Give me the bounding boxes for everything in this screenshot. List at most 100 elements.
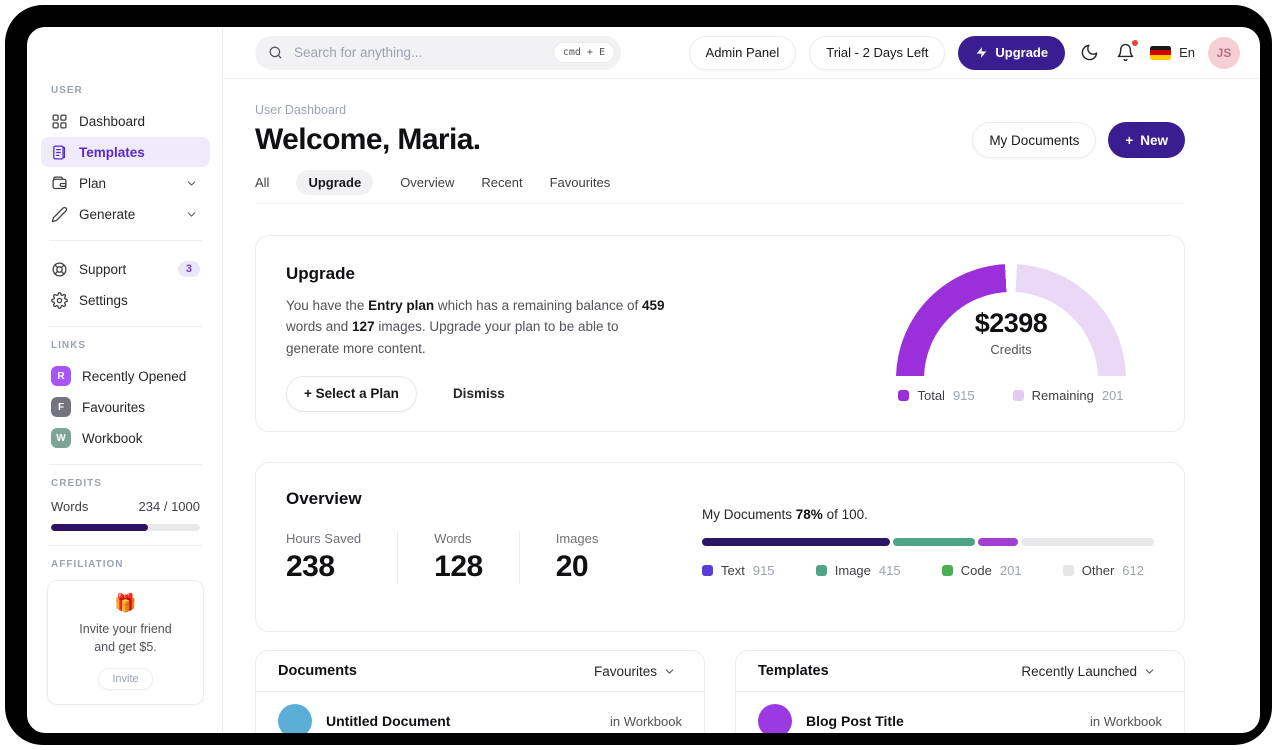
sidebar-item-label: Favourites (82, 399, 146, 415)
wallet-icon (52, 175, 67, 189)
chevron-down-icon (1145, 668, 1154, 674)
template-avatar (758, 704, 792, 733)
language-selector[interactable]: En (1179, 45, 1195, 60)
filter-tabs: All Upgrade Overview Recent Favourites (255, 170, 1185, 204)
moon-icon (1081, 44, 1098, 61)
upgrade-button[interactable]: Upgrade (958, 35, 1066, 70)
stats-row: Hours Saved 238 Words 128 Images 20 (286, 531, 686, 584)
my-documents-button[interactable]: My Documents (972, 122, 1097, 158)
app-window: USER Dashboard Templates Plan Generate S… (27, 27, 1260, 733)
tab-recent[interactable]: Recent (481, 175, 523, 190)
legend-label: Text (721, 563, 745, 578)
text-part-bold: 78% (795, 507, 823, 522)
upgrade-card-text: You have the Entry plan which has a rema… (286, 295, 671, 359)
templates-card-title: Templates (758, 663, 829, 679)
gauge-center-text: $2398 Credits (896, 308, 1126, 357)
document-list-item[interactable]: Untitled Document in Workbook (256, 692, 704, 733)
text-part: of 100. (822, 507, 868, 522)
bolt-icon (976, 47, 987, 58)
sidebar-item-label: Dashboard (79, 113, 146, 129)
credits-value: 234 / 1000 (138, 499, 200, 514)
progress-legend: Text 915 Image 415 Code 201 (702, 563, 1154, 578)
legend-item-image: Image 415 (815, 563, 901, 578)
main-area: cmd + E Admin Panel Trial - 2 Days Left … (223, 27, 1260, 733)
notification-dot (1131, 39, 1140, 47)
stat-value: 128 (434, 550, 483, 583)
affiliation-text-line2: and get $5. (94, 640, 157, 655)
text-part: images. Upgrade your plan to be able to … (286, 319, 619, 356)
document-location: in Workbook (609, 713, 682, 729)
germany-flag-icon[interactable] (1150, 45, 1172, 60)
tab-all[interactable]: All (255, 175, 270, 190)
page-content: User Dashboard Welcome, Maria. My Docume… (223, 79, 1260, 733)
title-actions: My Documents + New (972, 122, 1185, 158)
legend-swatch (1012, 390, 1024, 401)
sidebar-section-credits-label: CREDITS (51, 478, 102, 489)
new-button[interactable]: + New (1108, 122, 1185, 158)
stat-label: Hours Saved (286, 531, 362, 546)
legend-value: 201 (1101, 388, 1124, 403)
tab-favourites[interactable]: Favourites (549, 175, 611, 190)
bar-segment-text (702, 538, 891, 546)
text-part: You have the (286, 298, 369, 313)
upgrade-card-body: Upgrade You have the Entry plan which ha… (286, 264, 726, 412)
legend-value: 915 (752, 563, 775, 578)
affiliation-card: 🎁 Invite your friend and get $5. Invite (47, 580, 204, 706)
template-list-item[interactable]: Blog Post Title in Workbook (736, 692, 1184, 733)
tab-overview[interactable]: Overview (400, 175, 455, 190)
bottom-cards-row: Documents Favourites Untitled Document i… (255, 650, 1185, 733)
sidebar-link-recently-opened[interactable]: R Recently Opened (41, 361, 210, 391)
text-part: which has a remaining balance of (434, 298, 642, 313)
text-part-bold: Entry plan (368, 298, 435, 313)
upgrade-card-title: Upgrade (286, 264, 355, 283)
new-button-label: New (1140, 132, 1168, 148)
trial-status-button[interactable]: Trial - 2 Days Left (809, 35, 946, 70)
dismiss-button[interactable]: Dismiss (447, 385, 511, 402)
search-icon (269, 46, 282, 59)
sidebar-link-workbook[interactable]: W Workbook (41, 423, 210, 453)
sidebar-item-plan[interactable]: Plan (41, 168, 210, 198)
bar-segment-code (978, 538, 1019, 546)
legend-label: Other (1081, 563, 1115, 578)
text-part-bold: 127 (352, 319, 375, 335)
sidebar-item-settings[interactable]: Settings (41, 285, 210, 315)
templates-card-header: Templates Recently Launched (736, 651, 1184, 692)
title-row: Welcome, Maria. My Documents + New (255, 122, 1185, 158)
legend-item-other: Other 612 (1062, 563, 1144, 578)
upgrade-card-actions: + Select a Plan Dismiss (286, 375, 726, 412)
legend-swatch (898, 390, 910, 401)
search-bar[interactable]: cmd + E (255, 35, 621, 70)
overview-stats: Overview Hours Saved 238 Words 128 Image… (286, 489, 686, 605)
tab-upgrade[interactable]: Upgrade (296, 170, 374, 195)
sidebar-item-generate[interactable]: Generate (41, 199, 210, 229)
link-initial-badge: W (51, 428, 71, 448)
link-initial-badge: F (51, 397, 71, 417)
dark-mode-toggle[interactable] (1078, 41, 1101, 64)
credits-usage: Words 234 / 1000 (51, 499, 200, 514)
notifications-button[interactable] (1114, 39, 1140, 64)
templates-filter-dropdown[interactable]: Recently Launched (1015, 663, 1162, 680)
stat-value: 20 (555, 550, 589, 583)
document-title: Untitled Document (326, 713, 451, 729)
documents-card: Documents Favourites Untitled Document i… (255, 650, 705, 733)
sidebar-divider (49, 464, 202, 465)
sidebar-item-dashboard[interactable]: Dashboard (41, 106, 210, 136)
sidebar-section-links-label: LINKS (51, 340, 86, 351)
search-input[interactable] (292, 44, 553, 61)
user-avatar[interactable]: JS (1208, 36, 1240, 69)
invite-button[interactable]: Invite (98, 668, 153, 691)
sidebar-item-label: Templates (79, 144, 145, 160)
stat-value: 238 (286, 550, 335, 583)
documents-filter-dropdown[interactable]: Favourites (588, 663, 682, 680)
sidebar-link-favourites[interactable]: F Favourites (41, 392, 210, 422)
plus-icon: + (1125, 132, 1134, 148)
affiliation-text: Invite your friend and get $5. (58, 620, 193, 656)
support-count-badge: 3 (177, 261, 200, 277)
select-plan-button[interactable]: + Select a Plan (286, 375, 417, 412)
sidebar-item-templates[interactable]: Templates (41, 137, 210, 167)
sidebar-item-label: Settings (79, 292, 128, 308)
sidebar-item-support[interactable]: Support 3 (41, 254, 210, 284)
document-avatar (278, 704, 312, 733)
documents-card-header: Documents Favourites (256, 651, 704, 692)
admin-panel-button[interactable]: Admin Panel (688, 35, 797, 70)
